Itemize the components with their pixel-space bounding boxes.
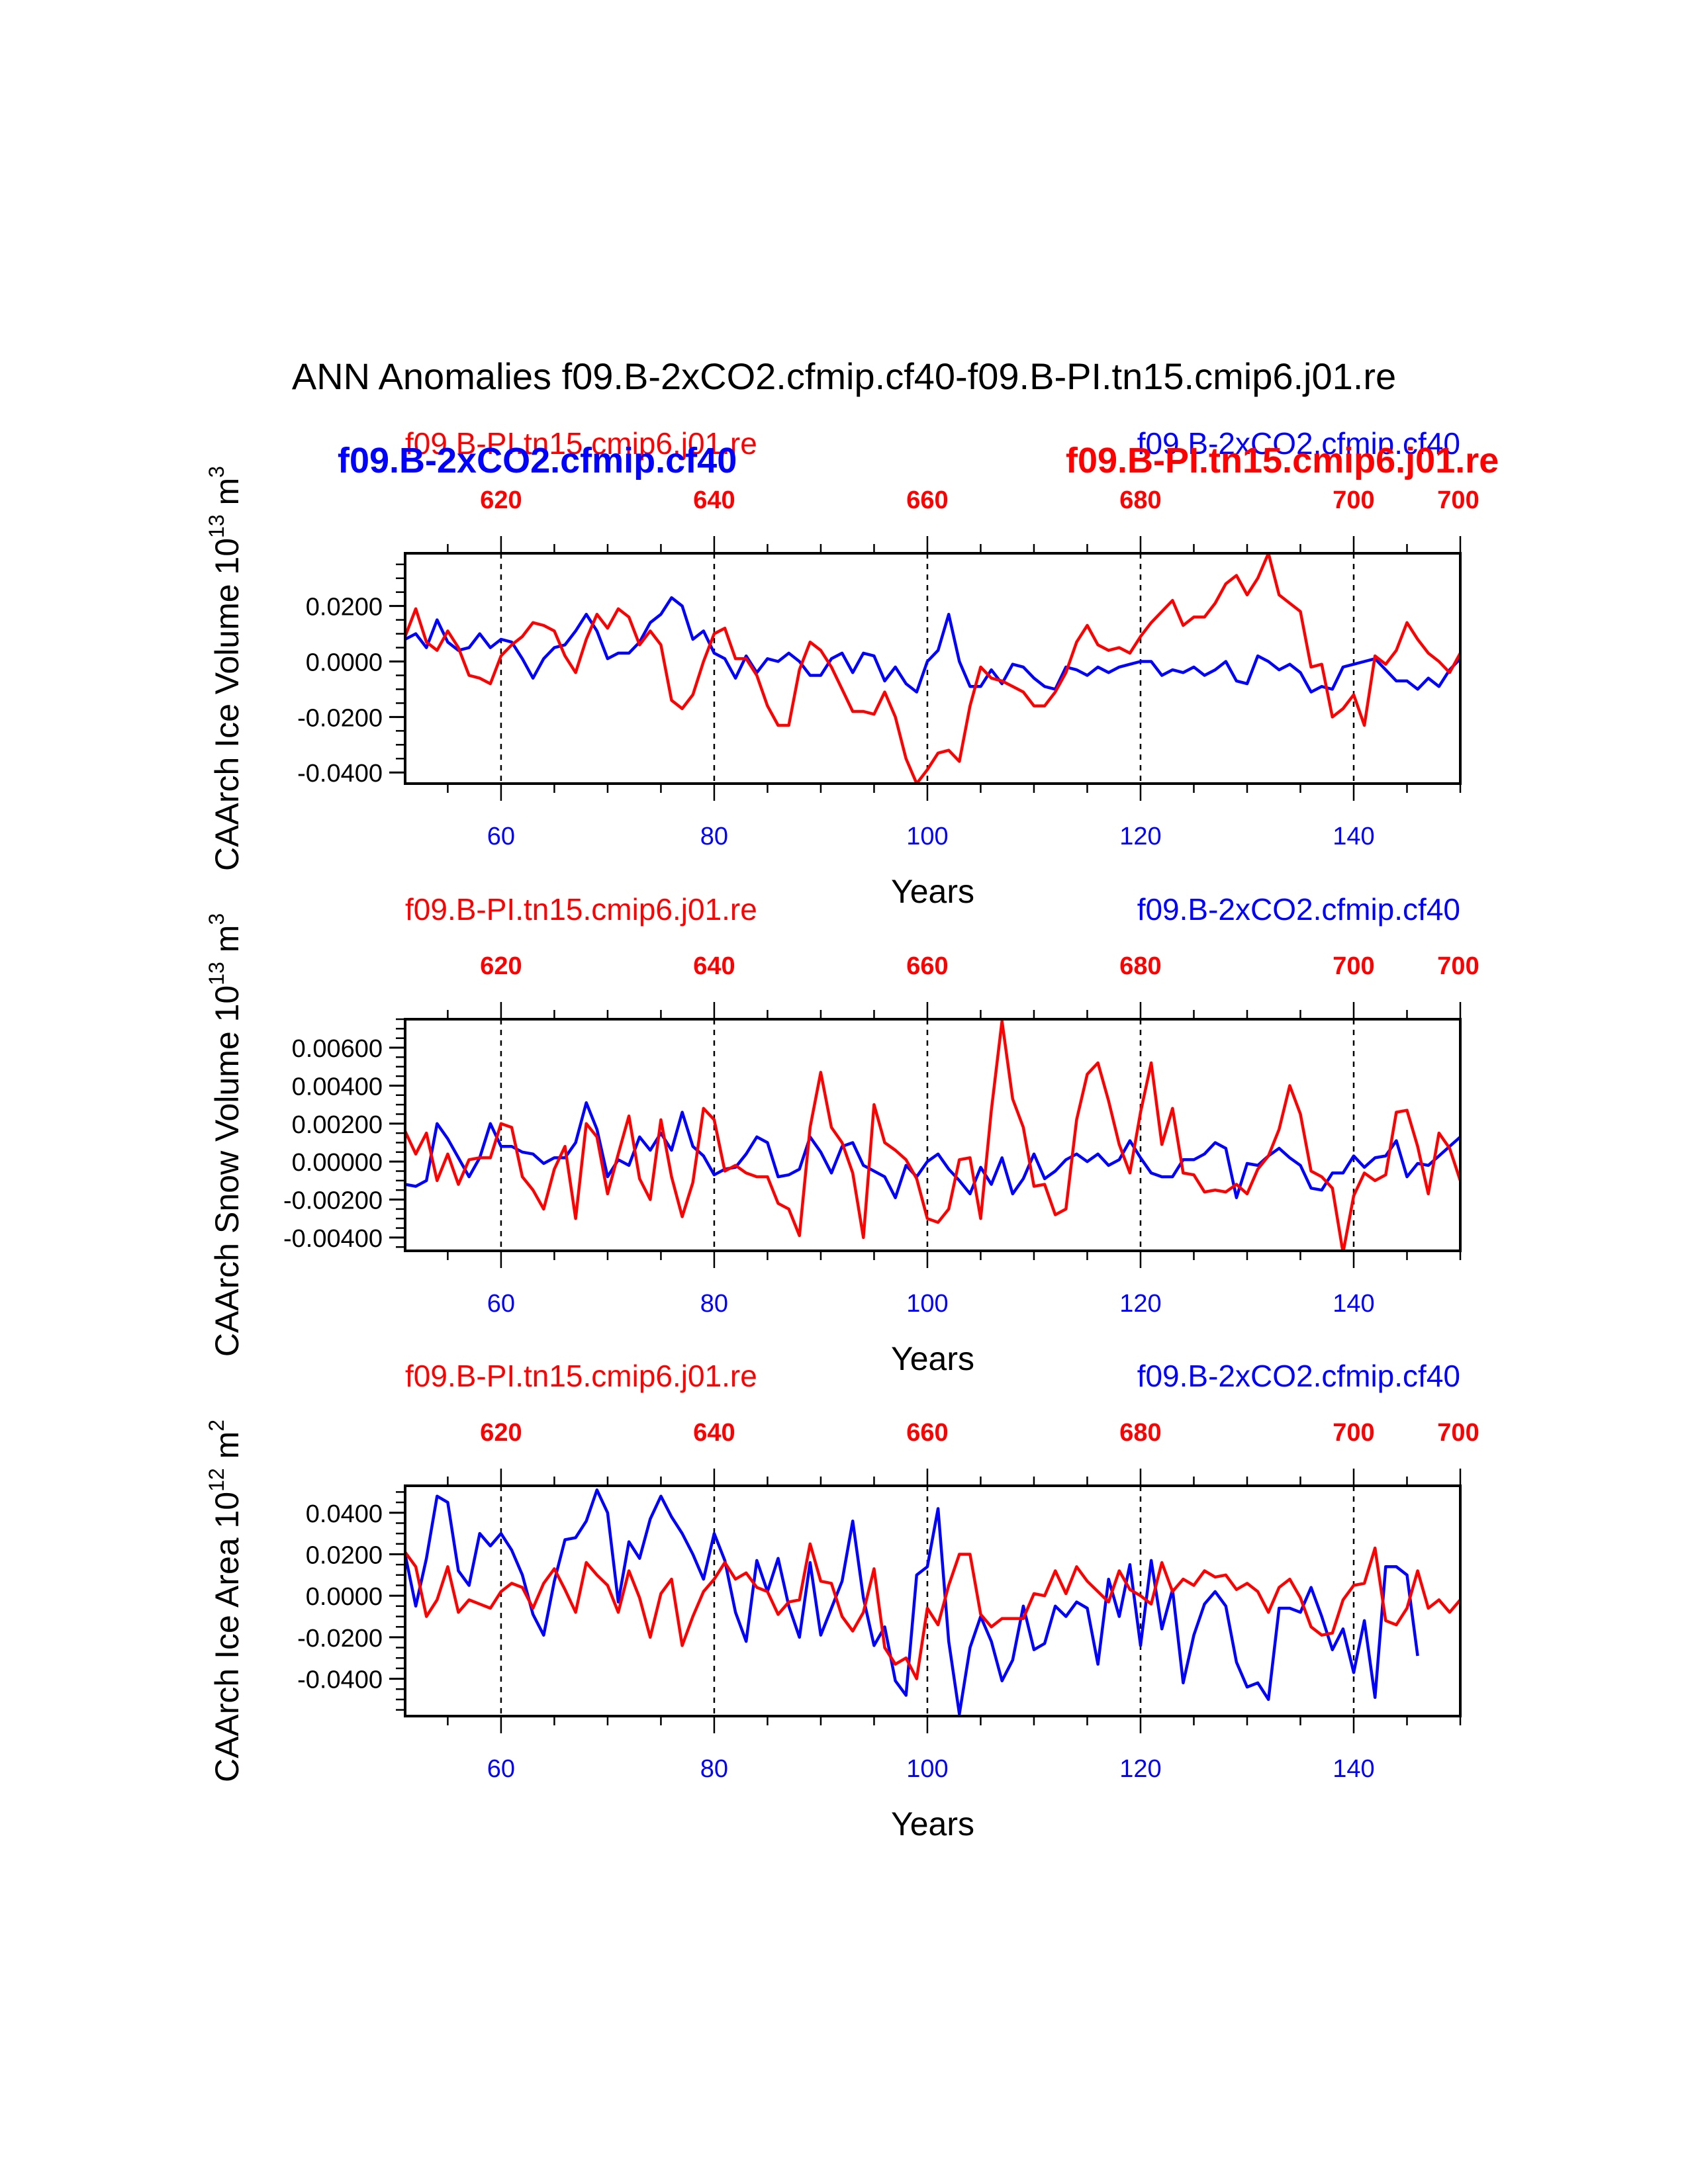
series-line-red	[405, 553, 1460, 784]
y-axis-title-exponent: 12	[205, 1468, 228, 1492]
x-tick-label-bottom: 140	[1333, 823, 1374, 850]
y-axis-title: CAArch Ice Volume 1013 m3	[205, 466, 246, 871]
x-tick-label-top: 660	[906, 486, 948, 514]
y-axis-title-unit-exponent: 3	[205, 913, 228, 925]
x-tick-label-top: 640	[693, 952, 735, 980]
y-axis-title-text: CAArch Ice Volume 10	[209, 538, 246, 871]
panel-label-blue: f09.B-2xCO2.cfmip.cf40	[1137, 426, 1460, 461]
x-tick-label-bottom: 60	[487, 823, 515, 850]
chart-panel-1: -0.0400 -0.0200 0.0000 0.0200 60 80 100 120 140 Y…	[205, 426, 1479, 910]
x-tick-label-top: 640	[693, 486, 735, 514]
y-tick-label: 0.00400	[292, 1073, 383, 1101]
series-line-blue	[405, 1101, 1460, 1199]
x-tick-label-top: 700	[1333, 486, 1374, 514]
y-axis-title: CAArch Snow Volume 1013 m3	[205, 913, 246, 1357]
x-tick-label-bottom: 60	[487, 1290, 515, 1318]
x-tick-label-top: 680	[1119, 486, 1161, 514]
x-tick-label-bottom: 100	[906, 1290, 948, 1318]
y-tick-label: -0.0200	[297, 1625, 383, 1653]
x-tick-label-top: 660	[906, 952, 948, 980]
y-tick-label: -0.0400	[297, 1666, 383, 1694]
y-axis-title-unit: m	[209, 478, 246, 515]
x-tick-label-top: 700	[1333, 952, 1374, 980]
x-tick-label-top: 640	[693, 1419, 735, 1447]
figure-title: ANN Anomalies f09.B-2xCO2.cfmip.cf40-f09…	[292, 355, 1396, 397]
y-tick-label: -0.00200	[283, 1187, 383, 1215]
x-tick-label-top-end: 700	[1437, 486, 1479, 514]
series-line-red	[405, 1019, 1460, 1251]
y-axis-title-text: CAArch Ice Area 10	[209, 1492, 246, 1782]
y-tick-label: 0.00600	[292, 1035, 383, 1063]
y-axis-title-unit: m	[209, 925, 246, 962]
legend-overlay-blue-label: f09.B-2xCO2.cfmip.cf40	[338, 441, 737, 480]
y-axis-title-unit-exponent: 2	[205, 1420, 228, 1432]
x-tick-label-bottom: 80	[700, 1290, 728, 1318]
y-axis-title-unit: m	[209, 1432, 246, 1469]
y-tick-label: 0.0000	[306, 649, 383, 677]
x-tick-label-top: 620	[480, 486, 522, 514]
x-tick-label-bottom: 100	[906, 1755, 948, 1783]
x-axis-title: Years	[891, 1340, 974, 1377]
chart-panel-3: -0.0400 -0.0200 0.0000 0.0200 0.0400 60 80 100 1…	[205, 1359, 1479, 1843]
x-tick-label-top: 680	[1119, 1419, 1161, 1447]
panel-label-red: f09.B-PI.tn15.cmip6.j01.re	[405, 1359, 757, 1393]
x-tick-label-top: 680	[1119, 952, 1161, 980]
plot-frame	[404, 1484, 1462, 1717]
x-tick-label-top: 620	[480, 952, 522, 980]
x-tick-label-bottom: 100	[906, 823, 948, 850]
y-tick-label: -0.0200	[297, 704, 383, 732]
x-axis-title: Years	[891, 873, 974, 910]
y-axis-title: CAArch Ice Area 1012 m2	[205, 1420, 246, 1782]
x-tick-label-bottom: 120	[1119, 1755, 1161, 1783]
x-tick-label-bottom: 140	[1333, 1290, 1374, 1318]
y-axis-title-exponent: 13	[205, 514, 228, 538]
y-tick-label: 0.0400	[306, 1500, 383, 1528]
panel-label-blue: f09.B-2xCO2.cfmip.cf40	[1137, 892, 1460, 927]
x-axis-title: Years	[891, 1805, 974, 1843]
plot-frame	[404, 1018, 1462, 1252]
x-tick-label-bottom: 140	[1333, 1755, 1374, 1783]
series-line-red	[405, 1542, 1460, 1680]
y-axis-title-unit-exponent: 3	[205, 466, 228, 478]
y-tick-label: -0.00400	[283, 1225, 383, 1253]
x-tick-label-top: 620	[480, 1419, 522, 1447]
y-tick-label: 0.0000	[306, 1583, 383, 1611]
y-tick-label: -0.0400	[297, 760, 383, 788]
panel-label-blue: f09.B-2xCO2.cfmip.cf40	[1137, 1359, 1460, 1393]
y-tick-label: 0.00200	[292, 1111, 383, 1139]
plot-panels: -0.0400 -0.0200 0.0000 0.0200 60 80 100 120 140 Y…	[205, 426, 1479, 1843]
series-line-blue	[405, 1488, 1419, 1716]
y-axis-title-exponent: 13	[205, 962, 228, 985]
y-tick-label: 0.0200	[306, 1541, 383, 1569]
x-tick-label-bottom: 80	[700, 1755, 728, 1783]
legend-overlay-red-label: f09.B-PI.tn15.cmip6.j01.re	[1066, 441, 1499, 480]
y-tick-label: 0.0200	[306, 594, 383, 621]
x-tick-label-top-end: 700	[1437, 952, 1479, 980]
x-tick-label-top-end: 700	[1437, 1419, 1479, 1447]
chart-panel-2: -0.00400 -0.00200 0.00000 0.00200 0.00400 0.0…	[205, 892, 1479, 1377]
panel-label-red: f09.B-PI.tn15.cmip6.j01.re	[405, 892, 757, 927]
x-tick-label-top: 660	[906, 1419, 948, 1447]
x-tick-label-bottom: 120	[1119, 1290, 1161, 1318]
x-tick-label-bottom: 120	[1119, 823, 1161, 850]
series-line-blue	[405, 596, 1460, 694]
panel-label-red: f09.B-PI.tn15.cmip6.j01.re	[405, 426, 757, 461]
x-tick-label-top: 700	[1333, 1419, 1374, 1447]
y-tick-label: 0.00000	[292, 1149, 383, 1177]
y-axis-title-text: CAArch Snow Volume 10	[209, 985, 246, 1357]
plot-frame	[404, 552, 1462, 785]
x-tick-label-bottom: 80	[700, 823, 728, 850]
x-tick-label-bottom: 60	[487, 1755, 515, 1783]
